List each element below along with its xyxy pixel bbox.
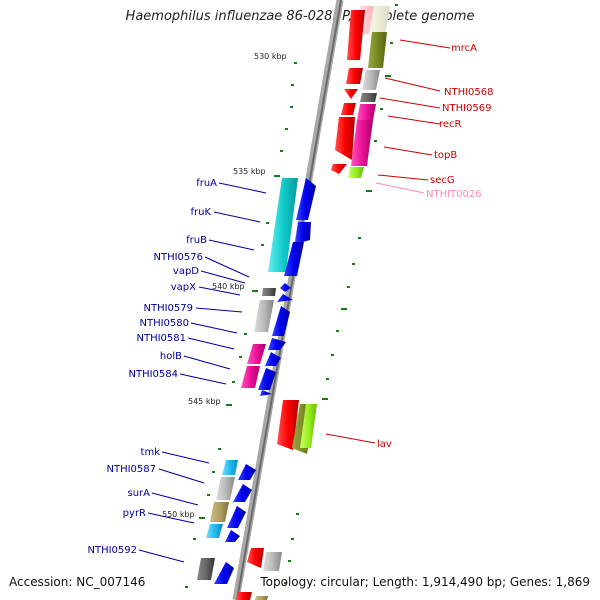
gene-block	[197, 558, 215, 580]
gene-label-recR: recR	[439, 119, 462, 130]
kbp-label: 550 kbp	[162, 510, 195, 519]
gene-arrow	[344, 89, 358, 99]
gene-label-NTHI0579: NTHI0579	[143, 303, 193, 314]
gene-block	[262, 288, 276, 296]
gene-arrow	[233, 484, 252, 502]
gene-arrow	[268, 338, 286, 350]
gene-label-NTHI0584: NTHI0584	[128, 369, 178, 380]
gene-block	[370, 6, 390, 36]
gene-label-lav: lav	[377, 439, 392, 450]
gene-label-fruB: fruB	[186, 235, 207, 246]
gene-label-fruK: fruK	[190, 207, 211, 218]
gene-label-NTHI0576: NTHI0576	[153, 252, 203, 263]
gene-label-NTHI0569: NTHI0569	[442, 103, 492, 114]
gene-block	[210, 502, 229, 522]
gene-block	[346, 68, 363, 84]
gene-label-NTHIT0026: NTHIT0026	[426, 189, 482, 200]
gene-block	[241, 366, 260, 388]
gene-arrow	[296, 178, 316, 220]
kbp-label: 535 kbp	[233, 167, 266, 176]
gene-label-secG: secG	[430, 175, 455, 186]
gene-arrow	[238, 464, 256, 480]
gene-block	[222, 460, 238, 475]
gene-block	[351, 120, 373, 166]
gene-block	[357, 104, 376, 120]
gene-block	[300, 404, 317, 448]
gene-label-vapD: vapD	[173, 266, 199, 277]
gene-label-surA: surA	[128, 488, 151, 499]
gene-arrow	[227, 506, 246, 528]
gene-block	[254, 300, 274, 332]
gene-arrow	[280, 283, 291, 292]
gene-block	[360, 93, 377, 102]
kbp-label: 545 kbp	[188, 397, 221, 406]
forward-strand-features	[236, 6, 390, 600]
gene-label-NTHI0581: NTHI0581	[136, 333, 186, 344]
left-gene-labels: fruA fruK fruB NTHI0576 vapD vapX NTHI05…	[87, 178, 217, 556]
gene-arrow	[277, 400, 299, 450]
gene-arrow	[335, 117, 355, 160]
gene-label-NTHI0587: NTHI0587	[106, 464, 156, 475]
gene-label-holB: holB	[160, 351, 182, 362]
gene-arrow	[284, 242, 304, 276]
gene-label-topB: topB	[434, 150, 457, 161]
gene-label-fruA: fruA	[196, 178, 217, 189]
gene-block	[255, 596, 268, 600]
accession-text: Accession: NC_007146	[9, 575, 146, 589]
tick-marks-outer	[284, 4, 398, 584]
right-gene-labels: mrcA NTHI0568 NTHI0569 recR topB secG NT…	[377, 43, 494, 450]
gene-label-vapX: vapX	[171, 282, 196, 293]
tick-marks-inner	[185, 62, 297, 588]
gene-arrow	[295, 222, 311, 244]
gene-arrow	[214, 562, 234, 584]
gene-block	[263, 552, 282, 571]
gene-label-tmk: tmk	[141, 447, 161, 458]
genome-summary-text: Topology: circular; Length: 1,914,490 bp…	[260, 575, 590, 589]
gene-block	[268, 178, 298, 272]
gene-block	[368, 32, 387, 68]
kbp-label: 540 kbp	[212, 282, 245, 291]
gene-arrow	[265, 352, 281, 366]
gene-arrow	[247, 548, 264, 568]
gene-arrow	[225, 530, 240, 542]
gene-block	[347, 10, 365, 60]
gene-label-NTHI0592: NTHI0592	[87, 545, 137, 556]
gene-label-pyrR: pyrR	[123, 508, 146, 519]
gene-label-NTHI0580: NTHI0580	[139, 318, 189, 329]
reverse-strand-features	[197, 178, 316, 584]
gene-block	[362, 70, 380, 90]
gene-block	[247, 344, 266, 364]
kbp-label: 530 kbp	[254, 52, 287, 61]
gene-label-NTHI0568: NTHI0568	[444, 87, 494, 98]
gene-arrow	[260, 390, 272, 396]
gene-label-mrcA: mrcA	[451, 43, 477, 54]
gene-block	[348, 167, 364, 178]
gene-arrow	[277, 294, 293, 302]
gene-arrow	[331, 164, 347, 174]
kbp-labels: 530 kbp 535 kbp 540 kbp 545 kbp 550 kbp	[162, 52, 287, 519]
gene-block	[216, 477, 235, 500]
gene-arrow	[272, 306, 290, 336]
gene-block	[236, 592, 252, 600]
leader-lines	[138, 39, 451, 563]
gene-arrow	[258, 368, 276, 390]
gene-block	[206, 524, 223, 538]
gene-block	[341, 103, 356, 115]
